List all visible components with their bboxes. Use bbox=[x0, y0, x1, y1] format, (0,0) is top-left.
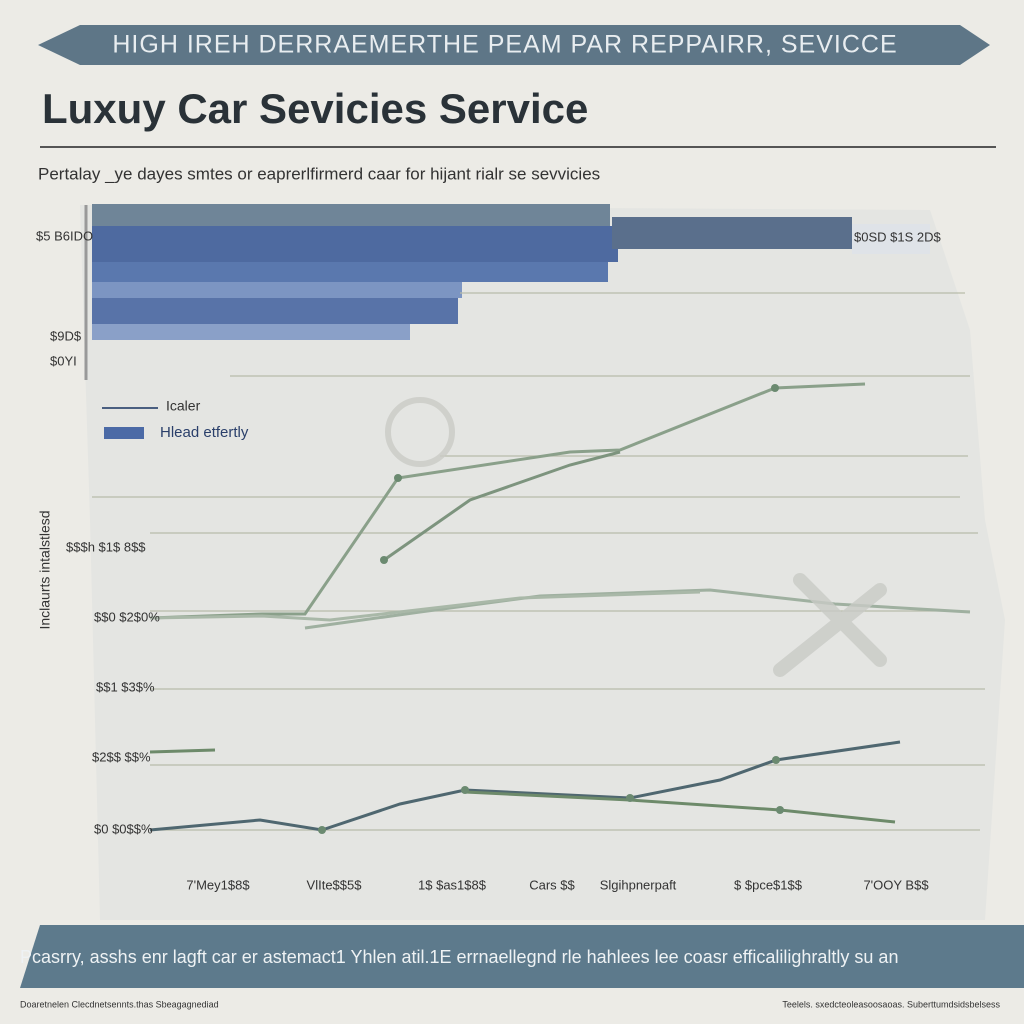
y-label: $0 $0$$% bbox=[94, 821, 153, 836]
x-label: 1$ $as1$8$ bbox=[418, 877, 487, 892]
point bbox=[394, 474, 402, 482]
y-label: $2$$ $$% bbox=[92, 749, 151, 764]
bar bbox=[612, 217, 852, 249]
footer-left: Doaretnelen Clecdnetsennts.thas Sbeagagn… bbox=[20, 999, 219, 1009]
x-label: 7'Mey1$8$ bbox=[186, 877, 250, 892]
bar-label-bg bbox=[852, 224, 930, 254]
point bbox=[380, 556, 388, 564]
x-label: VlIte$$5$ bbox=[307, 877, 363, 892]
grid bbox=[92, 292, 985, 831]
y-label: $$$h $1$ 8$$ bbox=[66, 539, 146, 554]
bar bbox=[92, 204, 610, 228]
tool-icon bbox=[385, 397, 887, 677]
legend-swatch bbox=[104, 427, 144, 439]
y-axis-title: Inclaurts intalstlesd bbox=[37, 510, 53, 629]
footer-right: Teelels. sxedcteoleasoosaoas. Suberttumd… bbox=[782, 999, 1000, 1009]
footer-band-text: Pcasrry, asshs enr lagft car er astemact… bbox=[20, 947, 898, 967]
bar bbox=[92, 324, 410, 340]
line bbox=[149, 382, 866, 620]
title: Luxuy Car Sevicies Service bbox=[42, 85, 588, 132]
bar bbox=[92, 298, 458, 324]
point bbox=[461, 786, 469, 794]
wrench bbox=[773, 583, 887, 677]
x-label: Cars $$ bbox=[529, 877, 575, 892]
legend-label: Icaler bbox=[166, 398, 201, 414]
bar bbox=[92, 226, 618, 262]
point bbox=[626, 794, 634, 802]
banner-ribbon bbox=[38, 25, 990, 65]
y-label: $$1 $3$% bbox=[96, 679, 155, 694]
wrench-head bbox=[385, 397, 455, 467]
point bbox=[772, 756, 780, 764]
bar-label: $5 B6IDO bbox=[36, 228, 93, 243]
line bbox=[383, 450, 621, 562]
bar-label: $0YI bbox=[50, 353, 77, 368]
line bbox=[464, 790, 896, 824]
line bbox=[149, 590, 701, 622]
point bbox=[318, 826, 326, 834]
x-label: Slgihpnerpaft bbox=[600, 877, 677, 892]
bar bbox=[92, 282, 462, 298]
x-label: 7'OOY B$$ bbox=[863, 877, 929, 892]
point bbox=[776, 806, 784, 814]
y-label: $$0 $2$0% bbox=[94, 609, 160, 624]
legend-label: Hlead etfertly bbox=[160, 424, 249, 441]
bar-label: $9D$ bbox=[50, 328, 82, 343]
chart-panel bbox=[80, 205, 1005, 920]
x-labels: 7'Mey1$8$ VlIte$$5$ 1$ $as1$8$ Cars $$ S… bbox=[186, 877, 929, 892]
x-label: $ $pce$1$$ bbox=[734, 877, 803, 892]
subtitle: Pertalay _ye dayes smtes or eaprerlfirme… bbox=[38, 164, 600, 183]
footer-band bbox=[20, 925, 1024, 988]
points bbox=[318, 384, 784, 834]
bar bbox=[92, 262, 608, 282]
line bbox=[149, 748, 216, 754]
banner-text: HIGH IREH DERRAEMERTHE PEAM PAR REPPAIRR… bbox=[112, 31, 897, 59]
point bbox=[771, 384, 779, 392]
bar-label: $0SD $1S 2D$ bbox=[854, 229, 941, 244]
wrench bbox=[793, 573, 887, 667]
